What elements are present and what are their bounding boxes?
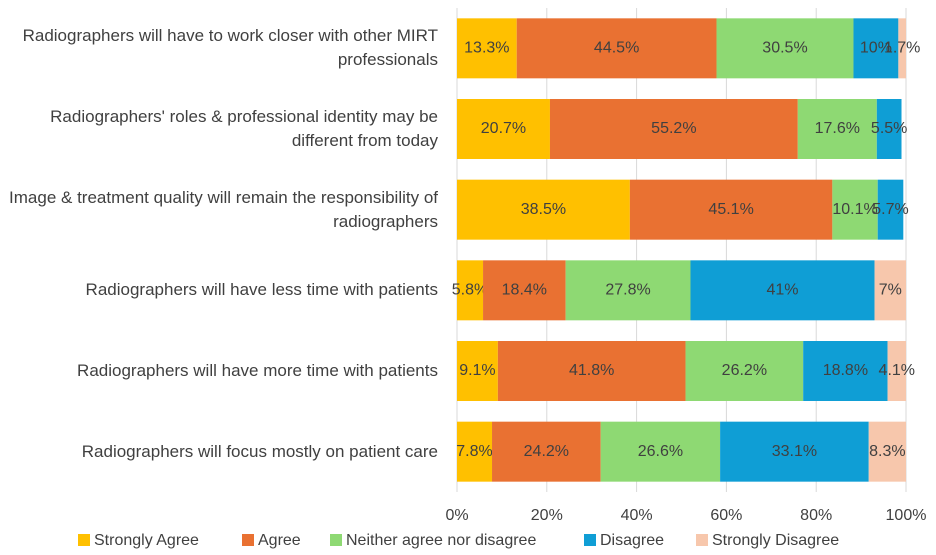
data-label: 9.1% [459,362,495,379]
bar-segment [832,179,878,240]
data-label: 17.6% [815,120,860,137]
data-label: 41.8% [569,362,614,379]
data-label: 24.2% [524,443,569,460]
data-label: 5.8% [452,282,488,299]
bar-segment [629,179,833,240]
bar-segment [797,99,877,159]
data-label: 8.3% [869,443,905,460]
data-label: 5.7% [872,201,908,218]
data-label: 7% [879,282,902,299]
bar-segment [457,99,550,159]
legend-label: Strongly Disagree [712,532,839,549]
bar-segment [457,341,498,401]
bar-segment [887,341,906,401]
data-label: 41% [767,282,799,299]
legend-swatch [242,534,254,546]
bar-segment [492,421,601,482]
x-tick-label: 100% [886,507,927,524]
bar-segment [803,341,888,401]
bar-segment [868,421,906,482]
data-label: 44.5% [594,40,639,57]
legend-swatch [330,534,342,546]
category-label: Radiographers will have less time with p… [85,280,438,300]
legend-swatch [584,534,596,546]
legend-label: Agree [258,532,301,549]
data-label: 55.2% [651,120,696,137]
data-label: 7.8% [456,443,492,460]
bar-segment [516,18,717,79]
data-label: 30.5% [762,40,807,57]
legend-swatch [78,534,90,546]
bar-segment [483,260,566,321]
bar-segment [690,260,875,321]
bar-segment [898,18,906,79]
data-label: 38.5% [521,201,566,218]
data-label: 13.3% [464,40,509,57]
bar-segment [685,341,804,401]
legend-label: Disagree [600,532,664,549]
data-label: 18.8% [823,362,868,379]
data-label: 45.1% [708,201,753,218]
data-label: 26.2% [722,362,767,379]
bar-segment [853,18,899,79]
bar-segment [565,260,691,321]
data-label: 10% [860,40,892,57]
data-label: 27.8% [605,282,650,299]
data-label: 20.7% [481,120,526,137]
data-label: 33.1% [772,443,817,460]
bar-segment [716,18,854,79]
legend-label: Neither agree nor disagree [346,532,536,549]
data-label: 5.5% [871,120,907,137]
bar-segment [874,260,906,321]
bar-segment [720,421,869,482]
legend-swatch [696,534,708,546]
bar-segment [457,18,517,79]
bar-segment [876,99,902,159]
category-label: Radiographers will have more time with p… [77,361,438,380]
bar-segment [549,99,798,159]
legend-label: Strongly Agree [94,532,199,549]
data-label: 26.6% [638,443,683,460]
bar-segment [600,421,721,482]
category-label: Radiographers will have to work closer w… [22,26,438,70]
x-tick-label: 20% [531,507,563,524]
x-tick-label: 0% [445,507,468,524]
category-label: Radiographers' roles & professional iden… [50,107,438,150]
x-tick-label: 40% [621,507,653,524]
bar-segment [457,421,493,482]
data-label: 18.4% [502,282,547,299]
data-label: 1.7% [884,40,920,57]
x-tick-label: 80% [800,507,832,524]
data-label: 10.1% [832,201,877,218]
x-tick-label: 60% [710,507,742,524]
category-label: Image & treatment quality will remain th… [9,187,438,231]
bar-segment [457,260,484,321]
bar-segment [877,179,904,240]
category-label: Radiographers will focus mostly on patie… [81,441,438,461]
bar-segment [457,179,630,240]
data-label: 4.1% [879,362,915,379]
bar-segment [497,341,686,401]
